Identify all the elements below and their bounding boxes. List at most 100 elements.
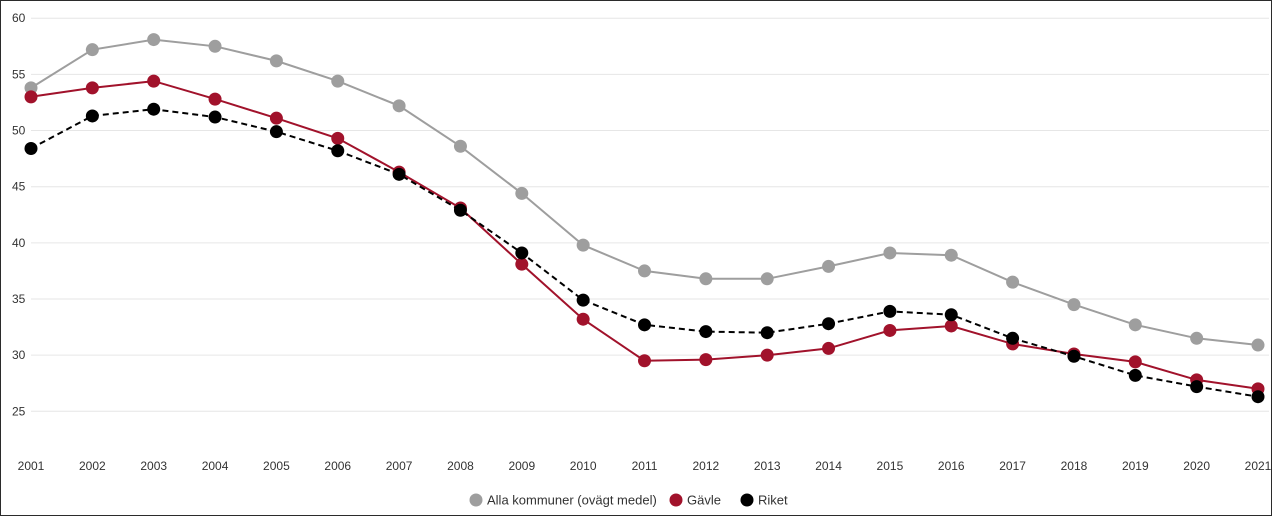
data-point[interactable] bbox=[24, 142, 38, 156]
x-tick-label: 2011 bbox=[632, 459, 658, 473]
y-tick-label: 50 bbox=[12, 124, 26, 138]
data-point[interactable] bbox=[1006, 331, 1020, 345]
x-tick-label: 2001 bbox=[18, 459, 45, 473]
x-tick-label: 2009 bbox=[508, 459, 535, 473]
data-point[interactable] bbox=[85, 43, 99, 57]
grid-layer bbox=[31, 17, 1269, 412]
data-point[interactable] bbox=[331, 74, 345, 88]
x-tick-label: 2006 bbox=[324, 459, 351, 473]
data-point[interactable] bbox=[147, 74, 161, 88]
x-tick-label: 2014 bbox=[815, 459, 842, 473]
x-tick-label: 2012 bbox=[692, 459, 719, 473]
legend-label: Gävle bbox=[687, 493, 721, 508]
data-point[interactable] bbox=[760, 272, 774, 286]
y-tick-label: 35 bbox=[12, 292, 26, 306]
x-tick-label: 2017 bbox=[999, 459, 1026, 473]
legend: Alla kommuner (ovägt medel) Gävle Riket bbox=[469, 493, 789, 508]
data-point[interactable] bbox=[576, 238, 590, 252]
data-point[interactable] bbox=[147, 33, 161, 47]
data-point[interactable] bbox=[1251, 390, 1265, 404]
y-tick-label: 40 bbox=[12, 236, 26, 250]
data-point[interactable] bbox=[1128, 368, 1142, 382]
data-point[interactable] bbox=[638, 318, 651, 332]
data-point[interactable] bbox=[883, 323, 897, 337]
data-point[interactable] bbox=[638, 354, 651, 368]
data-point[interactable] bbox=[822, 259, 836, 273]
legend-marker bbox=[669, 493, 683, 507]
data-point[interactable] bbox=[760, 326, 774, 340]
x-tick-label: 2021 bbox=[1245, 459, 1271, 473]
data-point[interactable] bbox=[1067, 298, 1081, 312]
data-point[interactable] bbox=[699, 272, 713, 286]
x-tick-label: 2016 bbox=[938, 459, 965, 473]
data-point[interactable] bbox=[453, 203, 467, 217]
legend-item[interactable]: Alla kommuner (ovägt medel) bbox=[469, 493, 657, 508]
data-point[interactable] bbox=[331, 144, 345, 158]
data-point[interactable] bbox=[208, 92, 222, 106]
x-axis-ticks: 2001 2002 2003 2004 2005 2006 2007 2008 2009 2010… bbox=[18, 459, 1271, 473]
data-point[interactable] bbox=[269, 111, 283, 125]
data-point[interactable] bbox=[392, 99, 406, 113]
data-point[interactable] bbox=[699, 353, 713, 367]
data-point[interactable] bbox=[331, 131, 345, 145]
data-point[interactable] bbox=[392, 167, 406, 181]
data-point[interactable] bbox=[1006, 275, 1020, 289]
series-2 bbox=[24, 102, 1265, 404]
legend-item[interactable]: Gävle bbox=[669, 493, 721, 508]
data-point[interactable] bbox=[24, 81, 38, 95]
x-tick-label: 2008 bbox=[447, 459, 474, 473]
data-point[interactable] bbox=[576, 293, 590, 307]
data-point[interactable] bbox=[944, 308, 958, 322]
data-point[interactable] bbox=[576, 312, 590, 326]
data-point[interactable] bbox=[699, 325, 713, 339]
series-layer bbox=[24, 33, 1265, 404]
data-point[interactable] bbox=[85, 81, 99, 95]
x-tick-label: 2005 bbox=[263, 459, 290, 473]
x-tick-label: 2018 bbox=[1061, 459, 1088, 473]
data-point[interactable] bbox=[883, 246, 897, 260]
data-point[interactable] bbox=[147, 102, 161, 116]
x-tick-label: 2013 bbox=[754, 459, 781, 473]
x-tick-label: 2004 bbox=[202, 459, 229, 473]
data-point[interactable] bbox=[208, 39, 222, 53]
legend-item[interactable]: Riket bbox=[740, 493, 789, 508]
y-tick-label: 25 bbox=[12, 404, 26, 418]
x-tick-label: 2019 bbox=[1122, 459, 1149, 473]
data-point[interactable] bbox=[1251, 338, 1265, 352]
series-line bbox=[30, 80, 1259, 390]
data-point[interactable] bbox=[1128, 355, 1142, 369]
data-point[interactable] bbox=[269, 125, 283, 139]
data-point[interactable] bbox=[883, 304, 897, 318]
data-point[interactable] bbox=[638, 264, 651, 278]
legend-label: Riket bbox=[758, 493, 788, 508]
x-tick-label: 2002 bbox=[79, 459, 106, 473]
data-point[interactable] bbox=[85, 109, 99, 123]
data-point[interactable] bbox=[453, 139, 467, 153]
x-tick-label: 2015 bbox=[877, 459, 904, 473]
data-point[interactable] bbox=[515, 246, 529, 260]
legend-marker bbox=[469, 493, 483, 507]
y-tick-label: 30 bbox=[12, 348, 26, 362]
data-point[interactable] bbox=[760, 348, 774, 362]
x-tick-label: 2007 bbox=[386, 459, 413, 473]
data-point[interactable] bbox=[1190, 331, 1204, 345]
data-point[interactable] bbox=[1128, 318, 1142, 332]
data-point[interactable] bbox=[208, 110, 222, 124]
data-point[interactable] bbox=[1190, 380, 1204, 394]
data-point[interactable] bbox=[269, 54, 283, 68]
data-point[interactable] bbox=[822, 341, 836, 355]
data-point[interactable] bbox=[515, 257, 529, 271]
series-0 bbox=[24, 33, 1265, 352]
data-point[interactable] bbox=[1067, 349, 1081, 363]
data-point[interactable] bbox=[822, 317, 836, 331]
data-point[interactable] bbox=[24, 90, 38, 104]
data-point[interactable] bbox=[944, 319, 958, 333]
y-axis-ticks: 25 30 35 40 45 50 55 60 bbox=[12, 11, 26, 418]
x-tick-label: 2010 bbox=[570, 459, 597, 473]
data-point[interactable] bbox=[944, 248, 958, 262]
y-tick-label: 45 bbox=[12, 180, 26, 194]
legend-marker bbox=[740, 493, 754, 507]
data-point[interactable] bbox=[515, 186, 529, 200]
